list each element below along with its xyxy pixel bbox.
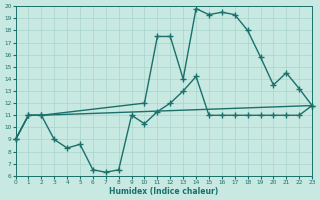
X-axis label: Humidex (Indice chaleur): Humidex (Indice chaleur) (109, 187, 219, 196)
